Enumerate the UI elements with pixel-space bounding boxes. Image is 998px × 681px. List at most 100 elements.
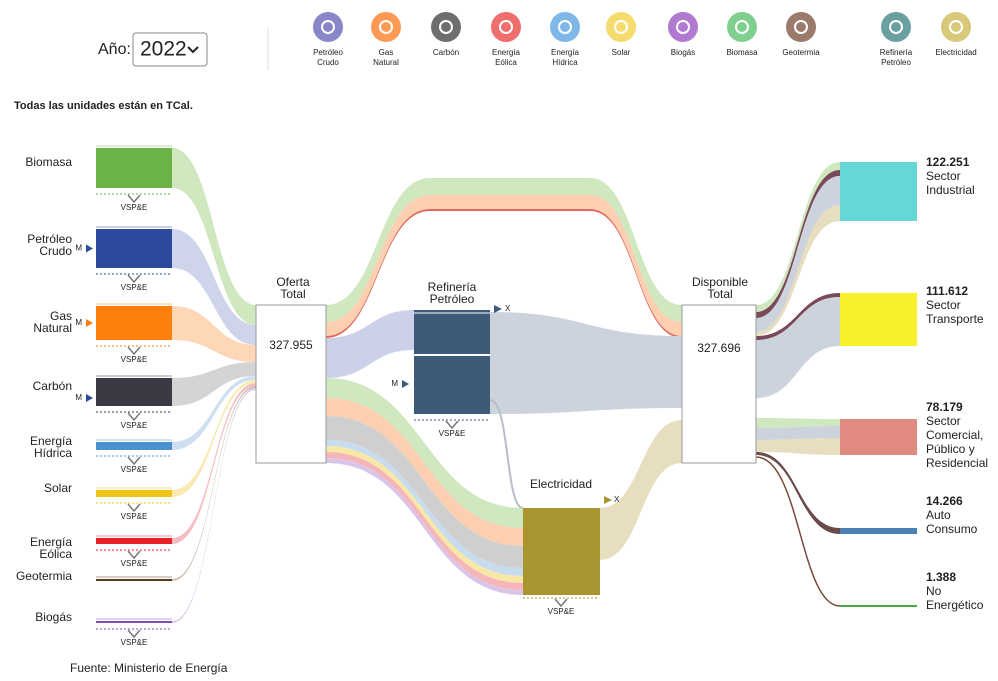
sink-node: [840, 162, 917, 221]
flow: [756, 297, 840, 398]
m-arrow: [402, 380, 409, 388]
sink-value: 122.251: [926, 155, 970, 169]
m-arrow: [86, 319, 93, 327]
node-value: 327.696: [697, 341, 741, 355]
legend-icon-inner: [949, 20, 963, 34]
vspe-arrow: [127, 503, 141, 513]
vspe-arrow: [127, 274, 141, 284]
vspe-arrow: [127, 346, 141, 356]
flow: [326, 416, 523, 568]
legend-icon-inner: [321, 20, 335, 34]
source-node: [96, 442, 172, 450]
legend-icon[interactable]: [941, 12, 971, 42]
vspe-label: VSP&E: [121, 283, 148, 292]
node-label: Total: [707, 287, 732, 301]
flow: [756, 205, 840, 336]
node-value: 327.955: [269, 338, 313, 352]
sink-node: [840, 528, 917, 534]
legend-icon-inner: [794, 20, 808, 34]
flow: [489, 399, 524, 509]
node-label: Refinería: [428, 280, 477, 294]
vspe-label: VSP&E: [121, 638, 148, 647]
source-node: [96, 538, 172, 544]
source-label: Geotermia: [16, 569, 72, 583]
vspe-label: VSP&E: [121, 512, 148, 521]
flow: [172, 306, 256, 362]
legend-icon-inner: [735, 20, 749, 34]
vspe-label: VSP&E: [121, 355, 148, 364]
legend-label: Geotermia: [782, 48, 820, 57]
legend-icon[interactable]: [786, 12, 816, 42]
flow: [326, 446, 523, 583]
m-marker: M: [391, 379, 398, 388]
sink-node: [840, 605, 917, 607]
source-label: Crudo: [39, 244, 72, 258]
vspe-label: VSP&E: [121, 465, 148, 474]
legend-label: Refinería: [880, 48, 913, 57]
vspe-arrow: [554, 598, 568, 608]
refineria-node: [414, 310, 490, 414]
sink-value: 14.266: [926, 494, 963, 508]
source-label: Carbón: [33, 379, 72, 393]
legend-label: Petróleo: [313, 48, 343, 57]
source-node: [96, 378, 172, 406]
sink-label: Sector: [926, 414, 961, 428]
flow: [326, 458, 523, 595]
sink-label: Consumo: [926, 522, 978, 536]
legend-icon[interactable]: [881, 12, 911, 42]
flow: [756, 162, 840, 312]
sink-label: Público y: [926, 442, 975, 456]
legend-label: Hídrica: [552, 58, 578, 67]
flow: [755, 456, 841, 607]
legend-label: Petróleo: [881, 58, 911, 67]
flow: [429, 209, 591, 211]
node-label: Disponible: [692, 275, 748, 289]
flow: [172, 376, 256, 450]
source-label: Gas: [50, 309, 72, 323]
vspe-arrow: [127, 550, 141, 560]
x-marker: X: [614, 495, 620, 504]
flow: [172, 388, 256, 623]
source-label: Hídrica: [34, 446, 72, 460]
legend-label: Natural: [373, 58, 399, 67]
source-node: [96, 229, 172, 268]
flow: [326, 209, 430, 338]
flow: [429, 195, 591, 209]
legend-icon[interactable]: [491, 12, 521, 42]
flow: [590, 195, 682, 336]
legend-icon[interactable]: [371, 12, 401, 42]
flow: [590, 209, 682, 338]
legend-icon[interactable]: [550, 12, 580, 42]
legend-label: Energía: [551, 48, 580, 57]
sink-label: Sector: [926, 169, 961, 183]
vspe-label: VSP&E: [439, 429, 466, 438]
sink-value: 111.612: [926, 284, 968, 298]
vspe-arrow: [127, 456, 141, 466]
year-select[interactable]: [132, 32, 208, 67]
flow: [172, 383, 256, 544]
legend-icon-inner: [889, 20, 903, 34]
source-node: [96, 579, 172, 581]
legend-icon[interactable]: [606, 12, 636, 42]
m-marker: M: [75, 318, 82, 327]
legend-icon[interactable]: [727, 12, 757, 42]
sink-node: [840, 419, 917, 455]
vspe-arrow: [127, 194, 141, 204]
legend-label: Eólica: [495, 58, 517, 67]
legend-label: Biogás: [671, 48, 695, 57]
year-value: 2022: [140, 38, 187, 61]
node-label: Petróleo: [430, 292, 475, 306]
legend-icon-inner: [614, 20, 628, 34]
sink-label: No: [926, 584, 942, 598]
flow: [326, 310, 414, 378]
flow: [172, 380, 256, 497]
sink-label: Auto: [926, 508, 951, 522]
flow: [590, 178, 682, 322]
legend-icon[interactable]: [313, 12, 343, 42]
flow: [600, 420, 682, 560]
node-label: Electricidad: [530, 477, 592, 491]
legend-icon[interactable]: [431, 12, 461, 42]
flow: [756, 176, 840, 332]
legend-icon[interactable]: [668, 12, 698, 42]
legend-label: Solar: [612, 48, 631, 57]
